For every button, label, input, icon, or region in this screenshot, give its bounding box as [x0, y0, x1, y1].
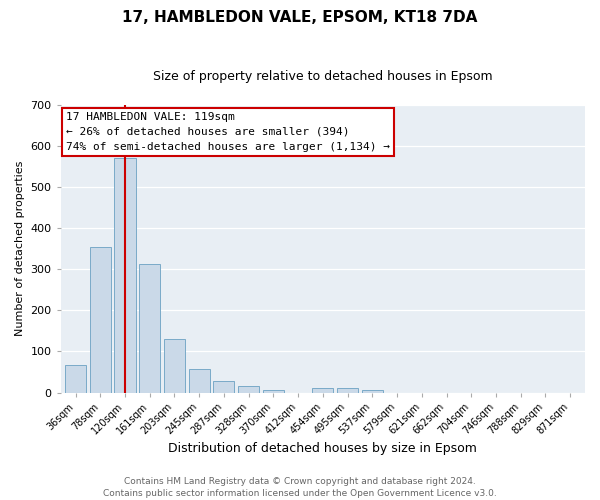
Title: Size of property relative to detached houses in Epsom: Size of property relative to detached ho…: [153, 70, 493, 83]
X-axis label: Distribution of detached houses by size in Epsom: Distribution of detached houses by size …: [169, 442, 477, 455]
Bar: [164, 339, 185, 392]
Bar: [214, 382, 235, 392]
Bar: [90, 246, 111, 392]
Bar: [337, 388, 358, 392]
Text: 17, HAMBLEDON VALE, EPSOM, KT18 7DA: 17, HAMBLEDON VALE, EPSOM, KT18 7DA: [122, 10, 478, 25]
Bar: [139, 264, 160, 392]
Bar: [313, 388, 334, 392]
Text: 17 HAMBLEDON VALE: 119sqm
← 26% of detached houses are smaller (394)
74% of semi: 17 HAMBLEDON VALE: 119sqm ← 26% of detac…: [66, 112, 390, 152]
Bar: [65, 364, 86, 392]
Bar: [188, 369, 210, 392]
Y-axis label: Number of detached properties: Number of detached properties: [15, 161, 25, 336]
Bar: [362, 390, 383, 392]
Text: Contains HM Land Registry data © Crown copyright and database right 2024.
Contai: Contains HM Land Registry data © Crown c…: [103, 476, 497, 498]
Bar: [115, 158, 136, 392]
Bar: [238, 386, 259, 392]
Bar: [263, 390, 284, 392]
